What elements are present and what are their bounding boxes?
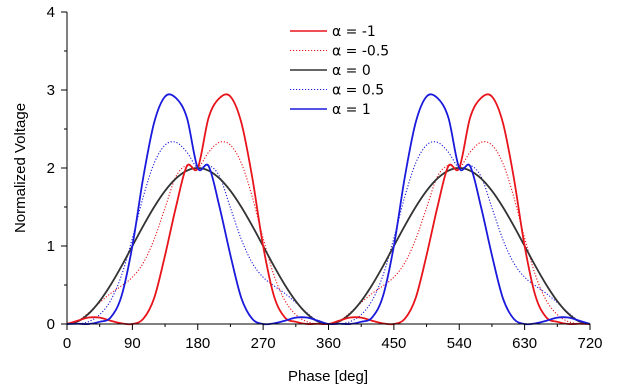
x-tick-label: 630 (512, 335, 537, 352)
series-layer (66, 93, 591, 326)
y-tick-label: 2 (47, 160, 55, 177)
axes-layer: 0 90 180 270 360 450 540 630 720 0 1 2 3 4 (47, 4, 603, 352)
series-line-5 (66, 93, 591, 326)
y-tick-label: 0 (47, 316, 55, 333)
legend-label-2: α = -0.5 (332, 44, 389, 60)
y-tick-label: 3 (47, 82, 55, 99)
legend-label-3: α = 0 (332, 63, 371, 79)
y-tick-label: 1 (47, 238, 55, 255)
x-tick-label: 270 (251, 335, 276, 352)
x-tick-label: 180 (185, 335, 210, 352)
legend: α = -1 α = -0.5 α = 0 α = 0.5 α = 1 (290, 24, 389, 118)
legend-label-1: α = -1 (332, 24, 376, 40)
y-axis-title: Normalized Voltage (12, 103, 29, 233)
legend-label-5: α = 1 (332, 102, 371, 118)
x-tick-label: 450 (381, 335, 406, 352)
x-tick-label: 90 (124, 335, 141, 352)
series-line-3 (66, 167, 591, 325)
y-tick-label: 4 (47, 4, 55, 21)
x-axis-title: Phase [deg] (288, 368, 368, 385)
legend-label-4: α = 0.5 (332, 83, 384, 99)
series-line-1 (66, 93, 591, 326)
x-tick-label: 540 (447, 335, 472, 352)
x-tick-label: 360 (316, 335, 341, 352)
x-tick-label: 720 (577, 335, 602, 352)
x-tick-label: 0 (63, 335, 71, 352)
